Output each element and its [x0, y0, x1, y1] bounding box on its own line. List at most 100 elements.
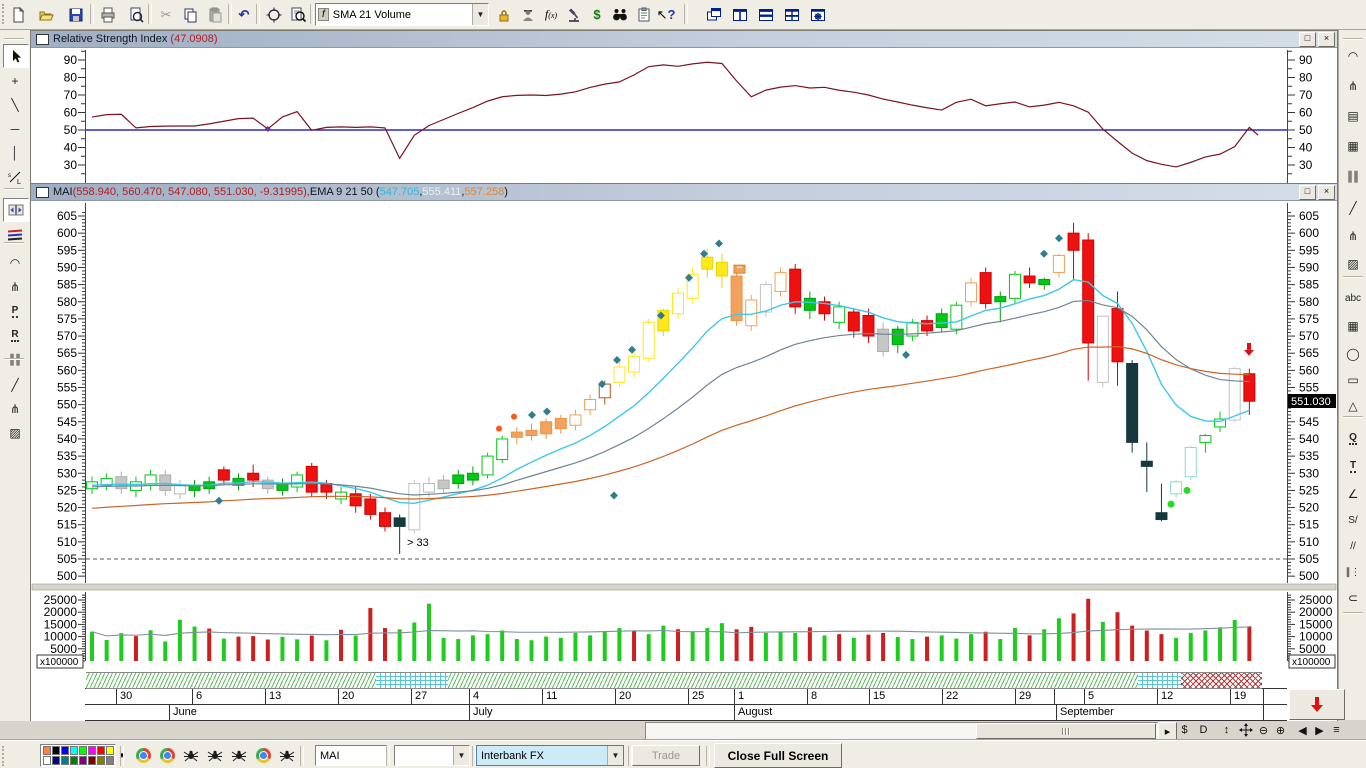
context-help-button[interactable]: ↖? — [656, 7, 676, 22]
candle[interactable] — [1126, 362, 1139, 443]
candle[interactable] — [173, 484, 186, 495]
candle[interactable] — [965, 282, 977, 303]
time-lines-tool-icon[interactable]: T — [1349, 459, 1357, 473]
color-swatch[interactable] — [97, 746, 105, 755]
candle[interactable] — [789, 268, 802, 308]
candle[interactable] — [1170, 481, 1183, 495]
color-swatch[interactable] — [88, 756, 96, 765]
tile-vertical-button[interactable] — [728, 2, 752, 27]
vertical-dotted-tool-icon[interactable]: ∥⋮ — [1345, 566, 1361, 578]
scrollbar-right-arrow[interactable]: ▸ — [1158, 722, 1177, 740]
candle[interactable] — [672, 292, 684, 315]
candle[interactable] — [657, 309, 670, 332]
close-full-screen-button[interactable]: Close Full Screen — [714, 743, 842, 768]
open-arc-tool-icon[interactable]: ⊂ — [1347, 591, 1359, 605]
candle[interactable] — [935, 313, 948, 328]
candle[interactable] — [818, 301, 831, 315]
candle[interactable] — [950, 304, 963, 330]
candle[interactable] — [1199, 435, 1212, 443]
scroll-to-end-button[interactable] — [1289, 689, 1345, 720]
crosshair-tool-button[interactable]: + — [11, 74, 19, 88]
price-chart[interactable]: 500 500 505 505 510 510 515 515 520 520 525 525 530 5… — [31, 200, 1337, 670]
candle[interactable] — [994, 296, 1007, 303]
maximize-button[interactable]: □ — [1299, 185, 1316, 200]
daily-period-button[interactable]: D — [1199, 724, 1208, 736]
cut-button[interactable]: ✂ — [160, 7, 172, 22]
candle[interactable] — [921, 320, 934, 332]
color-swatch[interactable] — [70, 746, 78, 755]
candle[interactable] — [628, 356, 641, 373]
arc-tool-button[interactable]: ◠ — [9, 256, 21, 270]
scroll-left-button[interactable]: ◀ — [1298, 724, 1307, 737]
dense-lines-tool-icon[interactable]: ▦ — [1347, 139, 1359, 153]
candle[interactable] — [1096, 315, 1109, 383]
tile-grid-button[interactable] — [780, 2, 804, 27]
symbol-input[interactable] — [315, 745, 387, 766]
candle[interactable] — [1243, 373, 1256, 402]
price-scale-button[interactable]: $ — [1181, 724, 1188, 736]
candle[interactable] — [584, 399, 597, 411]
color-swatch[interactable] — [88, 746, 96, 755]
palette-dropdown-icon[interactable]: ▼ — [118, 751, 126, 760]
fan-lines-tool-button[interactable]: ⋔ — [9, 402, 21, 416]
price-titlebar[interactable]: MAI (558.940, 560.470, 547.080, 551.030,… — [31, 184, 1337, 201]
rsi-titlebar[interactable]: Relative Strength Index (47.0908) □ × — [31, 31, 1337, 48]
chevron-down-icon[interactable]: ▼ — [607, 746, 623, 765]
candle[interactable] — [379, 512, 391, 527]
pivot-lines-tool-button[interactable]: P — [11, 304, 19, 318]
candle[interactable] — [554, 417, 567, 430]
color-swatch[interactable] — [79, 746, 87, 755]
spider-crawler-icon[interactable] — [180, 745, 202, 765]
candle[interactable] — [730, 275, 743, 322]
candle[interactable] — [877, 328, 890, 352]
new-file-button[interactable] — [6, 2, 30, 27]
candle[interactable] — [1228, 368, 1241, 421]
candle[interactable] — [217, 469, 230, 481]
fib-lines-tool-icon[interactable]: // — [1350, 540, 1356, 552]
analysis-button[interactable] — [562, 2, 586, 27]
crosshair-button[interactable] — [262, 2, 286, 27]
candle[interactable] — [847, 311, 860, 332]
notes-button[interactable] — [632, 2, 656, 27]
candle[interactable] — [247, 472, 260, 481]
currency-button[interactable]: $ — [593, 7, 601, 22]
candle[interactable] — [906, 321, 919, 337]
calendar-tool-icon[interactable]: ▦ — [1347, 319, 1359, 333]
candle[interactable] — [481, 455, 494, 476]
vertical-line-tool-button[interactable]: │ — [11, 146, 19, 160]
candle[interactable] — [1052, 254, 1065, 274]
vertical-bars-tool-icon[interactable]: ∥∥ — [1347, 169, 1359, 183]
paste-button[interactable] — [203, 2, 227, 27]
candle[interactable] — [320, 483, 333, 493]
pitchfork-tool-button[interactable]: ⋔ — [9, 280, 21, 294]
candle[interactable] — [1082, 239, 1095, 344]
scroll-right-button[interactable]: ▶ — [1315, 724, 1324, 737]
vertical-grid-tool-button[interactable]: ∥∥ — [9, 352, 21, 366]
print-button[interactable] — [96, 2, 120, 27]
spider-crawler-icon[interactable] — [204, 745, 226, 765]
candle[interactable] — [393, 517, 406, 527]
color-swatch[interactable] — [79, 756, 87, 765]
colored-levels-tool-button[interactable] — [3, 224, 27, 246]
candle[interactable] — [408, 483, 421, 531]
zoom-out-button[interactable]: ⊖ — [1258, 724, 1269, 737]
color-swatch[interactable] — [52, 756, 60, 765]
undo-button[interactable]: ↶ — [238, 7, 250, 22]
close-button[interactable]: × — [1318, 185, 1335, 200]
candle[interactable] — [452, 474, 465, 485]
candle[interactable] — [1184, 447, 1197, 478]
copy-button[interactable] — [178, 2, 202, 27]
candle[interactable] — [115, 476, 128, 490]
toolbar-grip[interactable] — [2, 4, 7, 24]
web-browser-icon[interactable] — [156, 745, 178, 765]
color-swatch[interactable] — [61, 746, 69, 755]
candle[interactable] — [1111, 308, 1124, 363]
speed-fan-tool-icon[interactable]: S/ — [1348, 514, 1358, 526]
fan-tool-icon[interactable]: ⋔ — [1347, 79, 1359, 93]
spider-crawler-icon[interactable] — [228, 745, 250, 765]
rsi-chart[interactable]: 90 90 80 80 70 70 60 60 50 50 40 40 30 30 — [31, 48, 1337, 184]
dotted-lines-tool-icon[interactable]: ▤ — [1347, 109, 1359, 123]
trendline-tool-button[interactable]: ╲ — [11, 98, 19, 112]
candle[interactable] — [159, 474, 172, 491]
